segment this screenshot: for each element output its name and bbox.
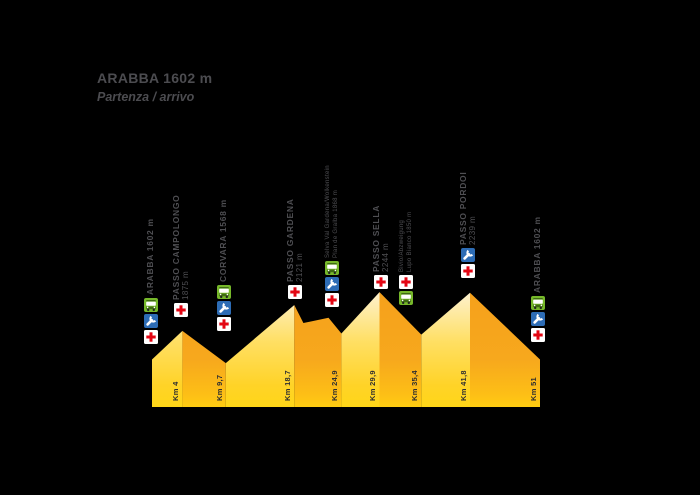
first-aid-icon [325,293,339,307]
km-marker: Km 51 [528,376,538,401]
profile-segment-light [225,305,295,407]
waypoint-label: PASSO GARDENA 2121 m [285,198,304,282]
waypoint-icons [461,248,475,278]
page-title: ARABBA 1602 m [97,70,213,86]
waypoint-icons [288,285,302,299]
bus-icon [399,291,413,305]
waypoint-name: PASSO GARDENA [285,198,295,282]
first-aid-icon [174,303,188,317]
bus-icon [325,261,339,275]
waypoint-icons [216,285,231,331]
waypoint-name: Bivio/Abzweigung [399,219,405,272]
bus-icon [143,298,158,312]
page-subtitle: Partenza / arrivo [97,90,195,104]
first-aid-icon [461,264,475,278]
first-aid-icon [399,275,413,289]
km-marker: Km 24,9 [330,370,340,401]
first-aid-icon [530,328,545,342]
waypoint-icons [530,296,545,342]
waypoint-icons [143,298,158,344]
profile-segment-dark [379,292,422,407]
waypoint-elevation: 2239 m [468,215,477,245]
first-aid-icon [143,330,158,344]
wrench-icon [461,248,475,262]
profile-segment-dark [182,330,226,407]
bus-icon [530,296,545,310]
waypoint-label: ARABBA 1602 m [145,218,155,295]
km-marker: Km 35,4 [410,370,420,401]
km-marker: Km 18,7 [283,370,293,401]
wrench-icon [216,301,231,315]
km-marker: Km 9,7 [214,374,224,401]
first-aid-icon [216,317,231,331]
first-aid-icon [374,275,388,289]
first-aid-icon [288,285,302,299]
waypoint-name: ARABBA 1602 m [145,218,155,295]
waypoint-label: PASSO CAMPOLONGO 1875 m [171,194,190,301]
wrench-icon [143,314,158,328]
profile-segment-light [421,292,470,407]
waypoint-elevation: 2244 m [381,242,390,272]
waypoint-name: PASSO PORDOI [458,171,468,245]
waypoint-name: PASSO CAMPOLONGO [171,194,181,301]
waypoint-icons [325,261,339,307]
waypoint-icons [174,303,188,317]
waypoint-icons [374,275,388,289]
profile-segment-dark [294,305,342,407]
waypoint-name: Selva Val Gardena/Wolkenstein [325,165,331,258]
profile-segment-light [341,292,380,407]
waypoint-label: PASSO PORDOI 2239 m [458,171,477,245]
waypoint-label: PASSO SELLA 2244 m [371,204,390,272]
waypoint-label: ARABBA 1602 m [532,216,542,293]
km-marker: Km 41,8 [459,370,468,401]
waypoint-elevation: Plan de Gralba 1868 m [333,189,339,258]
waypoint-name: CORVARA 1568 m [218,199,228,282]
wrench-icon [530,312,545,326]
waypoint-icons [399,275,413,305]
profile-segment-dark [470,292,540,407]
waypoint-elevation: 1875 m [181,270,190,300]
waypoint-elevation: Lupo Bianco 1850 m [407,211,413,272]
waypoint-label: CORVARA 1568 m [218,199,228,282]
waypoint-label: Bivio/Abzweigung Lupo Bianco 1850 m [398,212,414,272]
km-marker: Km 29,9 [368,370,378,401]
waypoint-elevation: 2121 m [295,252,304,282]
bus-icon [216,285,231,299]
waypoint-name: ARABBA 1602 m [532,216,542,293]
waypoint-name: PASSO SELLA [371,204,381,272]
wrench-icon [325,277,339,291]
profile-segment-light [152,330,183,407]
page-title-block: ARABBA 1602 m Partenza / arrivo [97,70,212,104]
km-marker: Km 4 [171,381,181,401]
waypoint-label: Selva Val Gardena/Wolkenstein Plan de Gra… [324,165,340,258]
